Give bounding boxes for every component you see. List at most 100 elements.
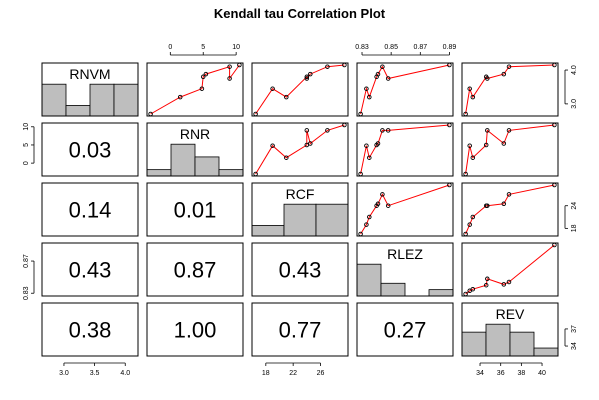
histogram-bar-rlez-3 <box>428 289 454 297</box>
histogram-bar-rnvm-1 <box>65 105 91 117</box>
scatter-point-rnr-rcf-1 <box>284 155 289 160</box>
panel-frame-4-2 <box>251 302 349 357</box>
scatter-point-rcf-rev-4 <box>506 192 512 197</box>
tick-label-top-rnr: 0 <box>168 44 172 51</box>
tick-label-right-rnvm: 4.0 <box>571 65 578 75</box>
correlation-label-rcf-rnr: 0.01 <box>174 198 217 223</box>
scatter-point-rnr-rev-3 <box>501 141 507 146</box>
tick-label-top-rlez: 0.89 <box>443 44 457 51</box>
histogram-bar-rcf-2 <box>315 203 349 237</box>
histogram-bar-rnr-3 <box>218 169 244 177</box>
panel-frame-0-2 <box>251 62 349 117</box>
scatter-point-rnvm-rnr-2 <box>200 74 206 80</box>
panel-frame-3-3 <box>356 242 454 297</box>
panel-frame-0-0 <box>41 62 139 117</box>
scatter-point-rcf-rlez-7 <box>385 203 391 208</box>
tick-label-bottom-rnvm: 3.0 <box>59 370 69 377</box>
histogram-bar-rev-3 <box>533 347 559 357</box>
panel-frame-0-4 <box>461 62 559 117</box>
tick-label-top-rnr: 10 <box>232 44 240 51</box>
scatter-point-rcf-rlez-1 <box>367 214 372 220</box>
tick-label-left-rnr: 5 <box>23 143 30 147</box>
tick-label-left-rnr: 10 <box>23 123 30 131</box>
scatter-point-rnvm-rev-3 <box>501 71 507 77</box>
scatter-point-rnvm-rcf-4 <box>325 64 330 69</box>
panel-frame-1-3 <box>356 122 454 177</box>
scatter-point-rlez-rev-2 <box>483 282 489 288</box>
panel-frame-2-3 <box>356 182 454 237</box>
histogram-bar-rlez-0 <box>356 263 382 297</box>
scatter-point-rlez-rev-3 <box>501 282 507 287</box>
tick-label-bottom-rev: 40 <box>538 370 546 377</box>
tick-label-top-rlez: 0.83 <box>355 44 369 51</box>
panel-frame-3-0 <box>41 242 139 297</box>
tick-label-bottom-rev: 36 <box>497 370 505 377</box>
panel-frame-2-2 <box>251 182 349 237</box>
histogram-bar-rnvm-2 <box>89 83 115 117</box>
tick-label-left-rnr: 0 <box>23 161 30 165</box>
panel-frame-0-3 <box>356 62 454 117</box>
panel-frame-3-1 <box>146 242 244 297</box>
scatter-point-rcf-rlez-4 <box>380 192 385 197</box>
tick-label-bottom-rnvm: 4.0 <box>120 370 130 377</box>
tick-label-top-rlez: 0.85 <box>384 44 398 51</box>
scatter-point-rnvm-rev-4 <box>506 64 512 69</box>
scatter-point-rnr-rev-4 <box>506 128 512 133</box>
scatter-point-rnr-rcf-4 <box>325 128 330 133</box>
tick-label-right-rev: 37 <box>571 325 578 333</box>
scatter-point-rnvm-rlez-6 <box>364 86 369 91</box>
histogram-bar-rev-0 <box>461 331 487 357</box>
tick-label-bottom-rcf: 18 <box>262 370 270 377</box>
correlation-label-rlez-rnr: 0.87 <box>174 258 217 283</box>
smooth-line-rnr-rcf <box>255 124 345 175</box>
scatter-point-rnvm-rev-6 <box>467 86 472 91</box>
smooth-line-rnvm-rcf <box>255 64 345 115</box>
scatter-point-rnvm-rnr-3 <box>203 71 209 77</box>
tick-label-top-rnr: 5 <box>201 44 205 51</box>
panel-frame-3-2 <box>251 242 349 297</box>
panel-frame-0-1 <box>146 62 244 117</box>
scatter-point-rlez-rev-4 <box>506 279 512 285</box>
scatter-point-rcf-rev-1 <box>470 214 476 220</box>
tick-label-bottom-rcf: 26 <box>317 370 325 377</box>
histogram-bar-rnr-2 <box>194 156 220 177</box>
scatter-point-rnvm-rlez-4 <box>380 64 385 69</box>
scatter-point-rnvm-rcf-2 <box>304 74 310 80</box>
scatter-point-rcf-rev-3 <box>501 201 507 207</box>
panel-frame-2-4 <box>461 182 559 237</box>
scatter-point-rnvm-rlez-1 <box>367 94 372 100</box>
chart-title: Kendall tau Correlation Plot <box>213 6 386 21</box>
scatter-point-rcf-rlez-6 <box>364 222 369 227</box>
histogram-bar-rev-2 <box>509 331 535 357</box>
panel-frame-2-1 <box>146 182 244 237</box>
tick-label-left-rlez: 0.87 <box>23 254 30 268</box>
variable-label-rnr: RNR <box>180 126 210 142</box>
correlation-label-rev-rnvm: 0.38 <box>69 318 112 343</box>
scatter-point-rnr-rcf-6 <box>270 143 275 148</box>
tick-label-top-rlez: 0.87 <box>413 44 427 51</box>
variable-label-rcf: RCF <box>286 186 315 202</box>
histogram-bar-rnr-1 <box>170 143 196 177</box>
scatter-point-rnr-rlez-4 <box>380 128 385 133</box>
histogram-bar-rnvm-3 <box>113 83 139 117</box>
panel-frame-4-4 <box>461 302 559 357</box>
scatter-point-rnvm-rnr-6 <box>199 86 205 91</box>
variable-label-rev: REV <box>496 306 525 322</box>
panel-frame-4-3 <box>356 302 454 357</box>
scatter-point-rnr-rev-1 <box>470 155 476 160</box>
smooth-line-rnr-rlez <box>360 124 450 175</box>
scatter-point-rnr-rev-6 <box>467 143 472 148</box>
panel-frame-2-0 <box>41 182 139 237</box>
scatter-point-rnvm-rev-7 <box>485 76 490 81</box>
tick-label-bottom-rev: 34 <box>476 370 484 377</box>
panel-frame-1-4 <box>461 122 559 177</box>
scatter-point-rlez-rev-6 <box>467 288 472 294</box>
scatter-point-rnvm-rcf-3 <box>308 71 313 77</box>
scatter-point-rnr-rcf-3 <box>308 141 313 146</box>
panel-frame-1-1 <box>146 122 244 177</box>
panel-frame-1-0 <box>41 122 139 177</box>
tick-label-right-rnvm: 3.0 <box>571 99 578 109</box>
correlation-label-rev-rcf: 0.77 <box>279 318 322 343</box>
histogram-bar-rnr-0 <box>146 169 172 177</box>
